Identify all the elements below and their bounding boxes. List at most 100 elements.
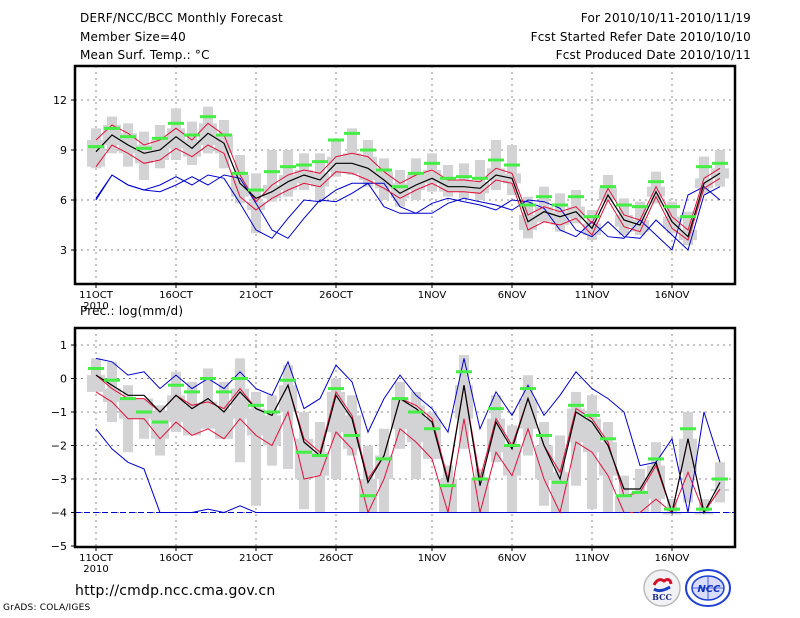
observed-marker	[520, 387, 536, 391]
quartile-box	[343, 415, 361, 449]
y-tick-label: 3	[60, 244, 67, 257]
plot-frame	[73, 64, 737, 286]
x-tick-label: 1NOV	[418, 553, 447, 564]
quartile-box	[631, 492, 649, 513]
source-url[interactable]: http://cmdp.ncc.cma.gov.cn	[75, 583, 276, 599]
spread-bar	[187, 381, 197, 416]
forecast-period: For 2010/10/11-2010/11/19	[580, 11, 751, 25]
spread-bar	[539, 186, 549, 222]
observed-marker	[296, 163, 312, 167]
quartile-box	[439, 479, 457, 513]
observed-marker	[504, 444, 520, 447]
quartile-box	[535, 206, 553, 222]
quartile-box	[503, 445, 521, 476]
y-tick-label: −4	[51, 507, 67, 520]
quartile-box	[279, 175, 297, 190]
quartile-box	[407, 175, 425, 190]
observed-marker	[248, 403, 264, 407]
observed-marker	[616, 203, 632, 207]
quartile-box	[583, 418, 601, 453]
observed-marker	[344, 433, 360, 437]
x-tick-label: 16OCT	[159, 290, 194, 301]
spread-bar	[251, 391, 261, 506]
x-tick-label: 6NOV	[498, 553, 527, 564]
observed-marker	[648, 457, 664, 461]
observed-marker	[312, 454, 328, 458]
forecast-produced-date: Fcst Produced Date 2010/10/11	[555, 48, 751, 62]
max-line	[95, 174, 721, 251]
grads-credit: GrADS: COLA/IGES	[3, 603, 91, 613]
y-tick-label: 0	[60, 373, 67, 386]
quartile-box	[679, 438, 697, 473]
observed-marker	[472, 477, 488, 481]
quartile-box	[215, 408, 233, 439]
observed-marker	[600, 185, 616, 189]
observed-marker	[584, 215, 600, 219]
observed-marker	[552, 480, 568, 484]
y-tick-label: −2	[51, 440, 67, 453]
mean-line	[95, 374, 721, 515]
observed-marker	[568, 195, 584, 199]
x-tick-label: 11NOV	[575, 553, 610, 564]
observed-marker	[536, 195, 552, 199]
x-tick-label: 21OCT	[239, 553, 274, 564]
spread-bar	[635, 468, 645, 513]
quartile-box	[103, 388, 121, 402]
observed-marker	[264, 170, 280, 174]
spread-bar	[91, 358, 101, 389]
observed-marker	[408, 410, 424, 414]
spread-bar	[491, 140, 501, 190]
x-tick-label: 21OCT	[239, 290, 274, 301]
quartile-box	[327, 391, 345, 433]
x-tick-label: 11OCT	[79, 553, 114, 564]
observed-marker	[408, 171, 424, 175]
quartile-box	[279, 385, 297, 412]
lower-line	[95, 391, 721, 515]
quartile-box	[151, 412, 169, 439]
observed-marker	[392, 397, 408, 401]
quartile-box	[167, 128, 185, 149]
observed-marker	[88, 145, 104, 149]
y-tick-label: 1	[60, 339, 67, 352]
quartile-box	[567, 408, 585, 443]
bcc-logo: BCC	[642, 568, 682, 608]
observed-marker	[600, 437, 616, 441]
precipitation-panel: −5 −4 −3 −2 −1 0 1 11OCT 16OCT 21OCT 26OCT 1NOV 6NOV…	[51, 326, 737, 575]
observed-marker	[488, 407, 504, 411]
quartile-box	[615, 215, 633, 227]
lower-line	[95, 144, 721, 241]
observed-marker	[200, 377, 216, 380]
observed-marker	[648, 180, 664, 184]
quartile-box	[119, 398, 137, 419]
y-tick-label: −3	[51, 473, 67, 486]
spread-bar	[347, 128, 357, 175]
ncc-logo: NCC	[684, 568, 732, 608]
observed-marker	[184, 390, 200, 394]
quartile-box	[295, 438, 313, 479]
observed-marker	[632, 205, 648, 209]
spread-bar	[203, 368, 213, 412]
quartile-box	[583, 223, 601, 235]
observed-marker	[680, 215, 696, 219]
observed-marker	[360, 494, 376, 498]
spread-bar	[555, 435, 565, 503]
precip-variable-label: Prec.: log(mm/d)	[80, 304, 184, 318]
observed-marker	[696, 507, 712, 511]
observed-marker	[232, 377, 248, 380]
x-tick-label: 1NOV	[418, 290, 447, 301]
quartile-box	[551, 211, 569, 225]
observed-marker	[88, 366, 104, 370]
quartile-box	[391, 398, 409, 429]
plot-frame	[73, 326, 737, 549]
observed-marker	[280, 378, 296, 382]
x-tick-label: 16NOV	[655, 553, 690, 564]
quartile-box	[87, 140, 105, 167]
observed-marker	[536, 433, 552, 437]
quartile-box	[631, 220, 649, 232]
observed-marker	[488, 158, 504, 162]
observed-marker	[280, 165, 296, 169]
bcc-logo-text: BCC	[652, 592, 672, 602]
quartile-box	[455, 385, 473, 419]
observed-marker	[664, 205, 680, 209]
observed-marker	[312, 160, 328, 164]
